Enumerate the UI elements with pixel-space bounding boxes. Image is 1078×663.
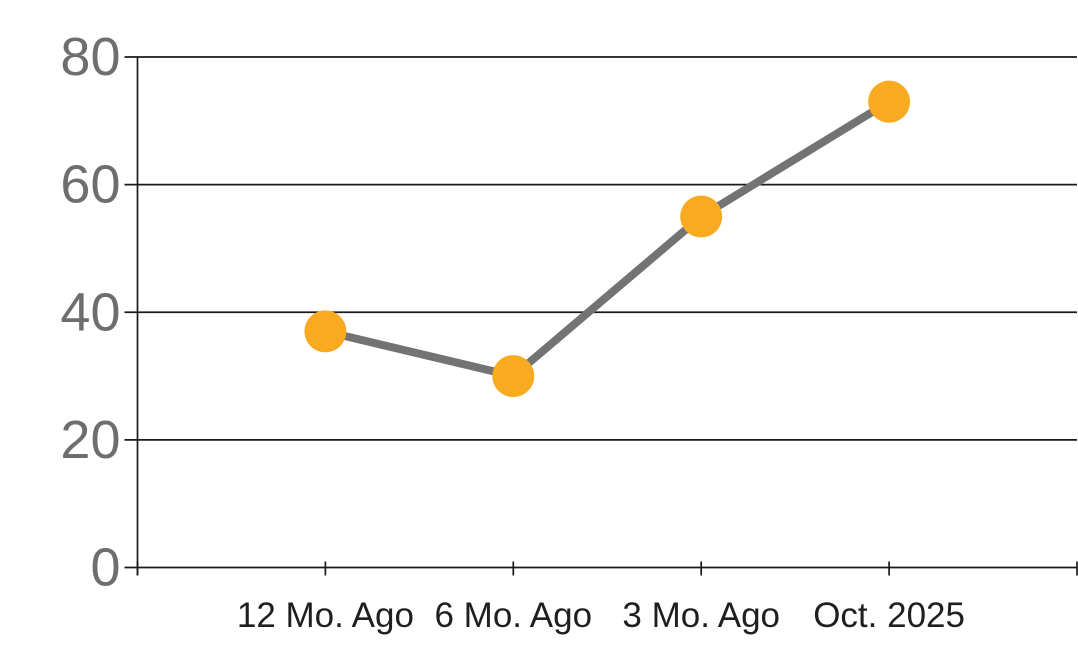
data-point <box>492 355 535 398</box>
axes-group <box>136 57 1078 576</box>
y-tick-label: 60 <box>60 155 120 215</box>
data-point <box>304 310 347 353</box>
y-tick-label: 40 <box>60 282 120 342</box>
data-series-group <box>304 80 911 398</box>
data-point <box>868 80 911 123</box>
x-tick-label: 12 Mo. Ago <box>237 596 414 635</box>
trend-line <box>321 97 894 381</box>
data-point <box>680 195 723 238</box>
y-tick-label: 20 <box>60 410 120 470</box>
x-tick-label: Oct. 2025 <box>813 596 965 635</box>
y-tick-label: 80 <box>60 27 120 87</box>
axis-labels-group: 0 20 40 60 80 12 Mo. Ago 6 Mo. Ago 3 Mo. Ago Oct… <box>60 27 965 635</box>
x-tick-label: 3 Mo. Ago <box>622 596 780 635</box>
y-tick-label: 0 <box>90 538 120 598</box>
gridlines-group <box>124 56 1077 569</box>
x-tick-label: 6 Mo. Ago <box>434 596 592 635</box>
